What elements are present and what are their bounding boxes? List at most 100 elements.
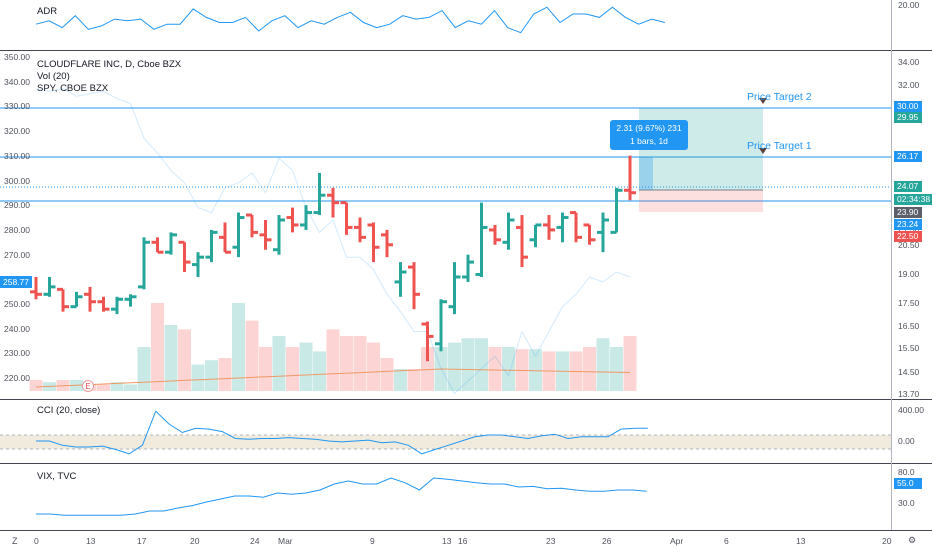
- right-axis-label: 34.00: [898, 57, 920, 67]
- measure-bars: 1 bars, 1d: [630, 136, 668, 146]
- right-axis-label: 16.50: [898, 321, 920, 331]
- candle: [583, 223, 596, 245]
- volume-bar: [394, 369, 407, 391]
- cci-pane[interactable]: CCI (20, close) 400.00 0.00: [0, 400, 932, 463]
- time-axis-label: 6: [724, 536, 729, 546]
- candle: [394, 262, 407, 297]
- price-badge: 26.17: [894, 151, 922, 162]
- candle: [475, 202, 488, 277]
- main-pane[interactable]: CLOUDFLARE INC, D, Cboe BZX Vol (20) SPY…: [0, 51, 932, 399]
- candle: [124, 294, 137, 307]
- candle: [381, 229, 393, 258]
- pane-divider[interactable]: [0, 463, 932, 464]
- candle: [192, 252, 204, 277]
- right-axis-label: 14.50: [898, 367, 920, 377]
- time-axis-label: 16: [458, 536, 468, 546]
- volume-bar: [623, 336, 637, 391]
- volume-bar: [137, 347, 151, 391]
- volume-bar: [97, 384, 110, 391]
- last-price-badge: 258.77: [0, 276, 32, 288]
- loss-zone: [639, 190, 763, 212]
- cci-chart: [0, 410, 891, 455]
- left-axis-label: 340.00: [4, 76, 30, 87]
- candle: [273, 215, 285, 255]
- left-axis-label: 240.00: [4, 323, 30, 334]
- spy-legend[interactable]: SPY, CBOE BZX: [37, 83, 109, 94]
- vix-upper-label: 80.0: [898, 467, 915, 477]
- candle: [327, 187, 339, 218]
- cci-title[interactable]: CCI (20, close): [37, 405, 101, 416]
- volume-bar: [380, 358, 394, 391]
- candle: [624, 155, 636, 201]
- pane-divider[interactable]: [0, 399, 932, 400]
- volume-bar: [461, 338, 475, 391]
- price-target-1-label[interactable]: Price Target 1: [747, 140, 812, 152]
- vix-pane[interactable]: VIX, TVC 80.0 55.0 30.0: [0, 464, 932, 530]
- candle: [151, 237, 164, 254]
- candle: [178, 240, 191, 273]
- price-target-2-label[interactable]: Price Target 2: [747, 91, 812, 103]
- adr-title[interactable]: ADR: [37, 6, 58, 17]
- volume-bar: [272, 336, 286, 391]
- left-axis-label: 330.00: [4, 101, 30, 112]
- candle: [354, 217, 366, 243]
- vix-title[interactable]: VIX, TVC: [37, 471, 77, 482]
- volume-bar: [232, 303, 245, 391]
- time-axis-label: 13: [86, 536, 96, 546]
- volume-bar: [124, 384, 137, 391]
- time-axis-label: 26: [602, 536, 612, 546]
- time-axis-label: 13: [442, 536, 452, 546]
- right-axis-border: [891, 0, 892, 530]
- price-badge: 24.07: [894, 181, 922, 192]
- time-axis-label: 17: [137, 536, 147, 546]
- right-axis-label: 32.00: [898, 80, 920, 90]
- left-axis-label: 280.00: [4, 224, 30, 235]
- candle: [421, 321, 434, 362]
- volume-legend[interactable]: Vol (20): [37, 71, 70, 82]
- right-axis-label: 19.00: [898, 269, 920, 279]
- time-axis-label: 0: [34, 536, 39, 546]
- candle: [300, 205, 312, 230]
- candle: [205, 229, 218, 263]
- zoom-reset-button[interactable]: Z: [12, 536, 18, 546]
- target-arrow-icon: [759, 148, 767, 154]
- pane-divider[interactable]: [0, 50, 932, 51]
- volume-bar: [610, 347, 623, 391]
- candle: [489, 224, 501, 245]
- settings-gear-icon[interactable]: ⚙: [908, 535, 917, 545]
- time-axis-label: 24: [250, 536, 260, 546]
- adr-pane[interactable]: ADR 20.00: [0, 0, 932, 50]
- left-axis-label: 220.00: [4, 373, 30, 384]
- price-badge: 30.00: [894, 101, 922, 112]
- candle: [597, 212, 609, 253]
- volume-bar: [178, 329, 191, 391]
- candle: [259, 220, 272, 250]
- measure-box: [639, 157, 653, 190]
- right-axis-label: 20.50: [898, 240, 920, 250]
- volume-bar: [259, 347, 272, 391]
- symbol-legend[interactable]: CLOUDFLARE INC, D, Cboe BZX: [37, 59, 182, 70]
- volume-bar: [353, 336, 367, 391]
- price-chart[interactable]: [0, 51, 932, 399]
- volume-bar: [151, 303, 164, 391]
- vix-chart: [36, 477, 647, 516]
- volume-bar: [529, 349, 542, 391]
- candle: [246, 213, 258, 238]
- candle: [502, 212, 515, 250]
- volume-bar: [299, 342, 313, 391]
- price-badge: 23.24: [894, 219, 922, 230]
- candle: [610, 187, 623, 234]
- candle: [448, 262, 461, 315]
- volume-bar: [110, 382, 124, 391]
- cci-line: [36, 410, 648, 455]
- volume-bar: [191, 364, 205, 391]
- earnings-marker[interactable]: E: [82, 380, 94, 392]
- time-axis-label: Mar: [278, 536, 293, 546]
- volume-bar: [205, 360, 218, 391]
- vix-lower-label: 30.0: [898, 498, 915, 508]
- volume-bar: [326, 329, 340, 391]
- volume-bar: [488, 347, 502, 391]
- candle: [84, 286, 96, 312]
- candle: [435, 299, 447, 352]
- candle: [340, 201, 353, 235]
